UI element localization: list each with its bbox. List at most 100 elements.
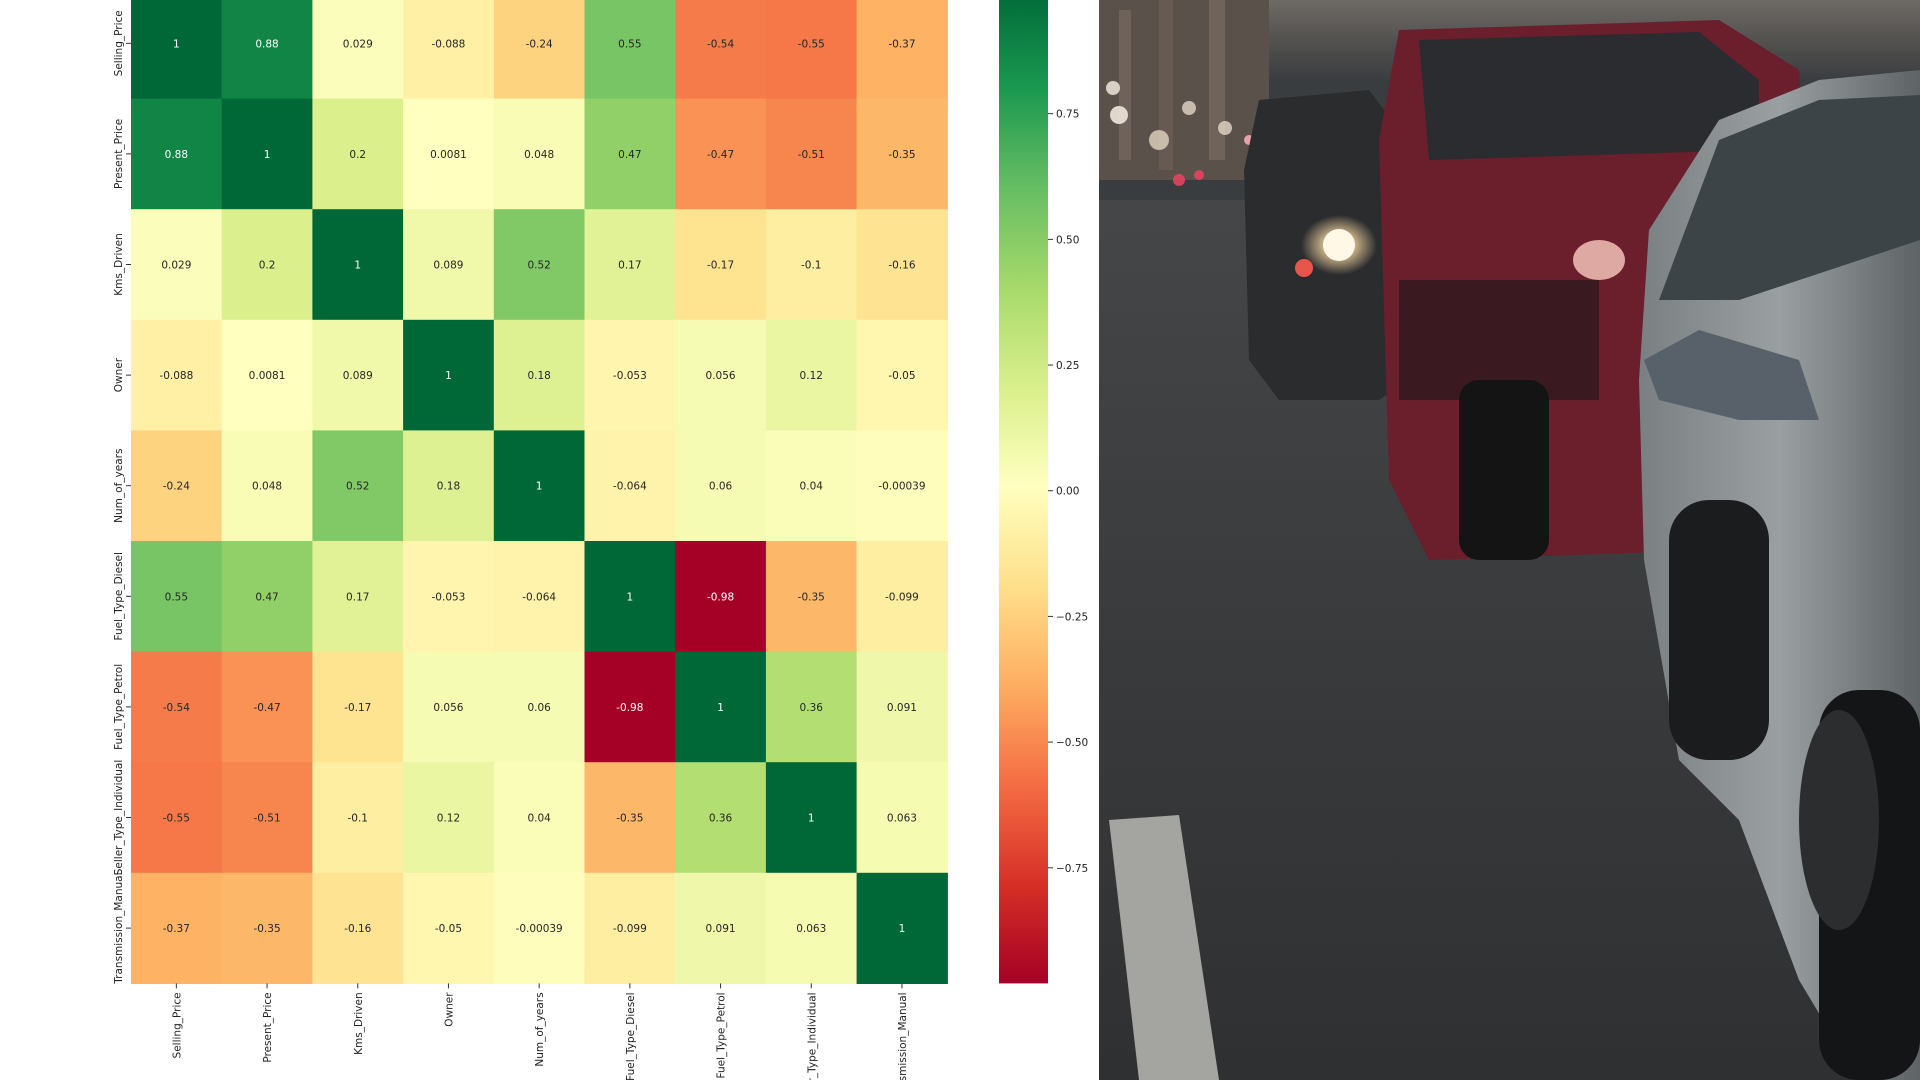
heatmap-cell [493,319,586,431]
heatmap-cell [675,651,767,763]
heatmap-cell-label: 0.089 [343,370,373,382]
y-axis-tick-label: Kms_Driven [113,233,125,295]
heatmap-cell-label: 0.0081 [430,149,467,161]
heatmap-cell-label: 0.0081 [249,370,286,382]
heatmap-cell [312,762,404,874]
heatmap-cell [403,541,495,653]
heatmap-cell-label: 0.52 [346,481,369,493]
heatmap-cell [221,541,313,653]
heatmap-cell-label: 0.55 [165,591,188,603]
heatmap-cell-label: -0.51 [253,813,280,825]
heatmap-cell [584,319,676,431]
heatmap-cell [675,319,767,431]
y-axis-tick-label: Fuel_Type_Petrol [113,664,125,750]
heatmap-cell-label: -0.053 [432,591,466,603]
heatmap-cell [856,651,948,763]
heatmap-cell [131,98,223,210]
heatmap-cell [856,209,948,321]
heatmap-cell-label: 0.36 [709,813,733,825]
heatmap-cell-label: -0.1 [801,260,822,272]
heatmap-cell [493,762,586,874]
heatmap-cell-label: -0.98 [616,702,643,714]
heatmap-cell-label: 0.88 [255,38,278,50]
heatmap-cell-label: 0.091 [887,702,917,714]
heatmap-cell-label: -0.099 [885,591,919,603]
heatmap-cell [765,0,858,100]
heatmap-cell-label: 0.17 [346,591,369,603]
heatmap-cell-label: 0.88 [165,149,188,161]
heatmap-cell [675,430,767,542]
y-axis-tick-label: Present_Price [113,119,125,189]
heatmap-cell [131,872,223,984]
heatmap-cell-label: 0.18 [437,481,460,493]
heatmap-cell-label: -0.05 [435,923,462,935]
heatmap-cell-label: 0.52 [527,260,550,272]
heatmap-cell [493,430,586,542]
heatmap-cell [131,0,223,100]
heatmap-cell [221,762,313,874]
heatmap-cell-label: -0.064 [613,481,647,493]
heatmap-cell-label: -0.35 [888,149,915,161]
street-traffic-photo [1099,0,1920,1080]
heatmap-cell [765,319,858,431]
heatmap-cell [675,541,767,653]
heatmap-cell-label: 0.12 [800,370,823,382]
y-axis-tick-label: Selling_Price [113,10,125,76]
heatmap-cell-label: 0.029 [343,38,373,50]
heatmap-cell [221,209,313,321]
heatmap-cell-label: -0.54 [163,702,190,714]
heatmap-cell [403,430,495,542]
heatmap-cell-label: -0.98 [707,591,734,603]
heatmap-cell [403,0,495,100]
heatmap-cell [312,872,404,984]
heatmap-cell [131,209,223,321]
heatmap-cell-label: -0.47 [707,149,734,161]
heatmap-cell [493,872,586,984]
x-axis-tick-label: Present_Price [262,992,274,1062]
y-axis-tick-label: Owner [113,357,125,392]
x-axis-tick-label: Kms_Driven [353,992,365,1054]
heatmap-cell-label: 1 [445,370,452,382]
heatmap-cell-label: 0.089 [433,260,463,272]
heatmap-cell [131,541,223,653]
heatmap-cell [221,872,313,984]
heatmap-cell [221,98,313,210]
heatmap-cell [584,0,676,100]
heatmap-cell-label: -0.47 [253,702,280,714]
heatmap-cell-label: -0.24 [163,481,190,493]
heatmap-cell-label: 0.12 [437,813,460,825]
colorbar [999,0,1048,984]
heatmap-cell [403,319,495,431]
heatmap-cell-label: 0.029 [161,260,191,272]
y-axis-tick-label: Num_of_years [113,449,125,523]
heatmap-cell [584,541,676,653]
heatmap-cell [675,0,767,100]
heatmap-cell-label: 1 [808,813,815,825]
heatmap-cell-label: 1 [354,260,361,272]
heatmap-cell [403,209,495,321]
heatmap-cell-label: 0.2 [349,149,366,161]
y-axis-tick-label: Transmission_Manual [113,872,125,984]
heatmap-cell [856,319,948,431]
heatmap-cell-label: -0.54 [707,38,734,50]
heatmap-cell [856,0,948,100]
heatmap-cell-label: 0.056 [433,702,463,714]
heatmap-cell [675,209,767,321]
heatmap-cell-label: 0.55 [618,38,641,50]
heatmap-cell [765,209,858,321]
heatmap-cell-label: -0.16 [888,260,915,272]
colorbar-tick-label: 0.75 [1056,109,1079,121]
x-axis-tick-label: Fuel_Type_Petrol [716,992,728,1078]
heatmap-cell-label: 1 [536,481,543,493]
y-axis-tick-labels: Selling_Price Present_Price Kms_Driven Owne… [113,10,131,985]
heatmap-cell [131,319,223,431]
heatmap-cell-label: 0.36 [800,702,824,714]
heatmap-cell-label: -0.55 [798,38,825,50]
heatmap-cell-label: 0.056 [706,370,736,382]
x-axis-tick-label: Owner [443,992,455,1027]
heatmap-cell [765,98,858,210]
heatmap-cell [765,762,858,874]
heatmap-cell-label: -0.053 [613,370,647,382]
heatmap-cell-label: -0.37 [888,38,915,50]
colorbar-tick-label: −0.25 [1056,611,1088,623]
